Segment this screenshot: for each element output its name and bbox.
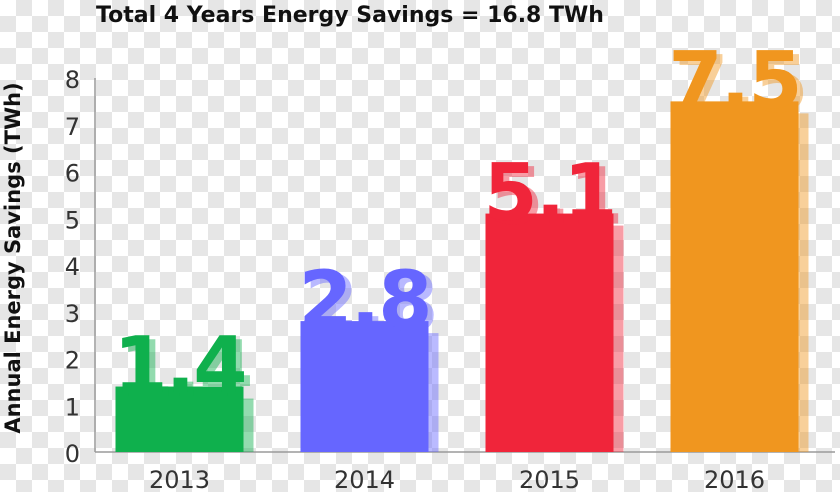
data-label-shadow: 1.4 xyxy=(119,326,251,416)
data-label: 2.8 xyxy=(298,256,430,346)
bar xyxy=(115,386,244,452)
y-tick-label: 2 xyxy=(65,347,80,375)
y-tick-label: 7 xyxy=(65,113,80,141)
bar xyxy=(485,213,614,452)
y-tick-label: 8 xyxy=(65,66,80,94)
y-tick-label: 6 xyxy=(65,160,80,188)
y-tick-label: 0 xyxy=(65,440,80,468)
data-labels: 1.41.4 2.82.8 5.15.1 7.57.5 xyxy=(113,36,808,416)
bars xyxy=(115,101,809,452)
y-tick-label: 5 xyxy=(65,206,80,234)
bar xyxy=(670,101,799,452)
x-tick-label: 2015 xyxy=(519,466,580,492)
y-axis-ticks: 0 1 2 3 4 5 6 7 8 xyxy=(65,66,80,468)
y-tick-label: 4 xyxy=(65,253,80,281)
bar xyxy=(300,321,429,452)
y-axis-label: Annual Energy Savings (TWh) xyxy=(1,82,25,433)
y-tick-label: 3 xyxy=(65,300,80,328)
x-tick-label: 2016 xyxy=(704,466,765,492)
chart-title: Total 4 Years Energy Savings = 16.8 TWh xyxy=(96,3,604,28)
y-tick-label: 1 xyxy=(65,393,80,421)
data-label-shadow: 5.1 xyxy=(489,153,621,243)
data-label: 5.1 xyxy=(483,149,615,239)
data-label-shadow: 2.8 xyxy=(304,260,436,350)
x-axis-ticks: 2013 2014 2015 2016 xyxy=(149,466,765,492)
x-tick-label: 2014 xyxy=(334,466,395,492)
data-label-shadow: 7.5 xyxy=(674,40,806,130)
data-label: 7.5 xyxy=(668,36,800,126)
data-label: 1.4 xyxy=(113,322,245,412)
x-tick-label: 2013 xyxy=(149,466,210,492)
